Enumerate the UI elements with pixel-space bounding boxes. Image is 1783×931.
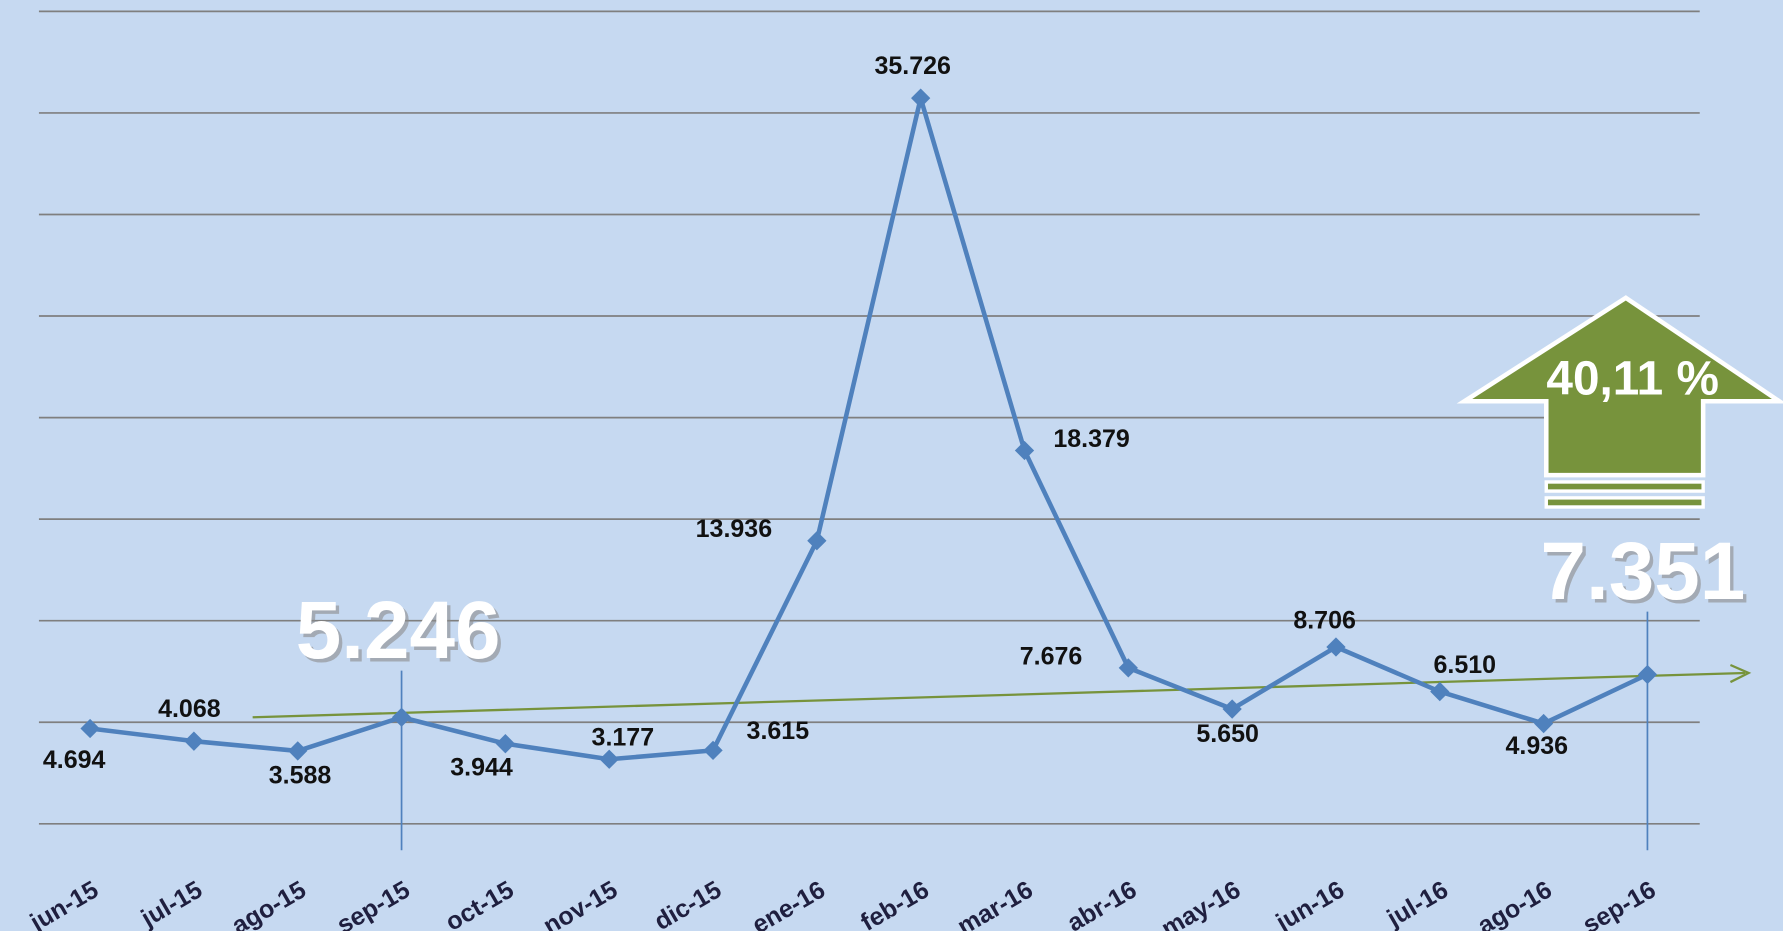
percent-change: 40,11 %	[1546, 353, 1719, 406]
data-label: 3.944	[450, 753, 513, 781]
data-label: 4.694	[43, 746, 106, 774]
data-label: 3.615	[747, 717, 810, 745]
arrow-stripe	[1544, 496, 1705, 509]
point-marker	[703, 740, 723, 761]
highlight-label-shadow: 5.246	[299, 589, 504, 680]
data-label: 18.379	[1053, 425, 1129, 453]
highlight-label: 5.246	[296, 585, 501, 676]
trend-arrowhead	[1729, 663, 1752, 684]
arrow-body	[1456, 295, 1783, 478]
increase-arrow: 40,11 %	[1456, 295, 1783, 509]
trend-line	[252, 671, 1746, 719]
highlight-label-shadow: 7.351	[1544, 530, 1749, 621]
point-marker	[1637, 664, 1658, 685]
highlight-label: 7.351	[1541, 526, 1746, 617]
series-line	[89, 95, 1649, 762]
plot: jun-15 jul-15 ago-15 sep-15 oct-15 nov-15 dic-…	[25, 52, 1749, 931]
data-label: 4.068	[158, 695, 221, 723]
data-label: 6.510	[1434, 651, 1497, 679]
data-label: 8.706	[1293, 607, 1356, 635]
point-marker	[288, 741, 308, 761]
arrow-stripe	[1544, 480, 1705, 493]
data-label: 5.650	[1196, 720, 1259, 748]
data-label: 35.726	[874, 52, 950, 80]
data-label: 13.936	[696, 515, 772, 543]
point-marker	[1222, 699, 1242, 719]
data-label: 3.588	[269, 762, 332, 790]
data-label: 7.676	[1020, 642, 1083, 670]
data-label: 3.177	[592, 723, 655, 751]
data-label: 4.936	[1506, 732, 1569, 760]
